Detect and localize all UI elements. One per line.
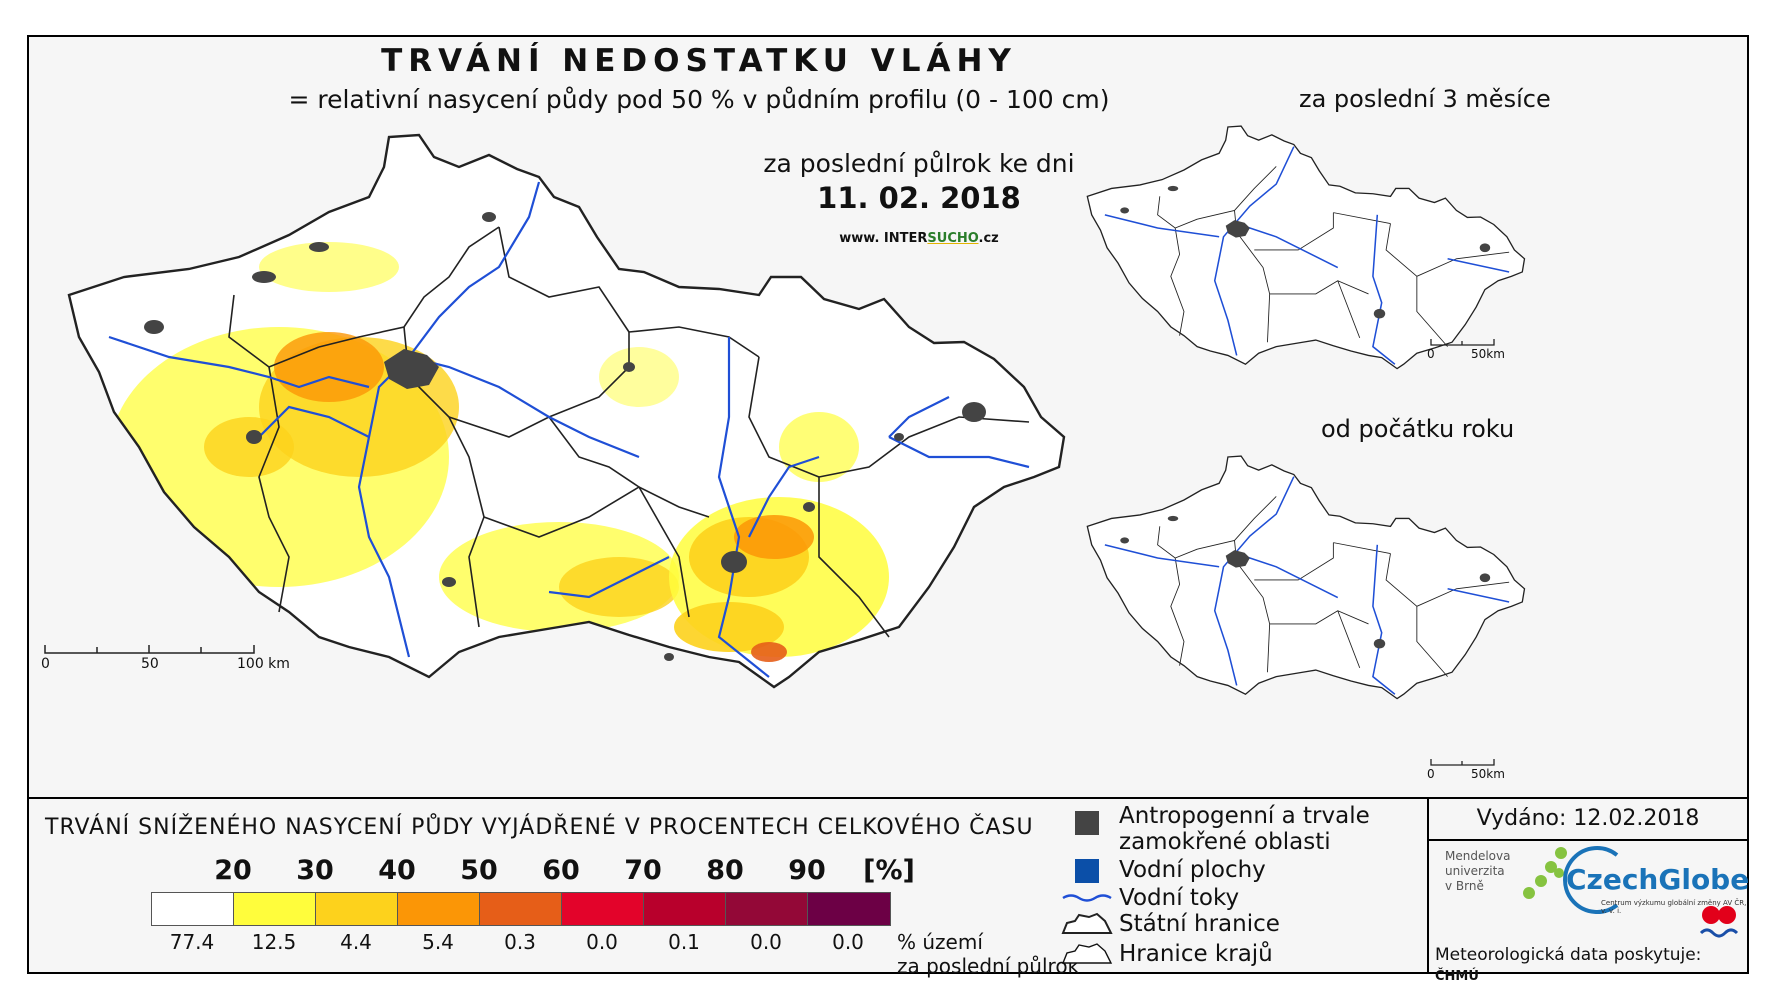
main-scale-0: 0 xyxy=(41,656,50,672)
inset-top-scale-0: 0 xyxy=(1427,347,1435,361)
inset-bottom-map xyxy=(1086,455,1526,700)
main-scale-100: 100 km xyxy=(237,656,290,672)
czechglobe-arc-icon xyxy=(1563,846,1619,914)
share-class-5: 0.3 xyxy=(504,930,536,954)
threshold-70: 70 xyxy=(624,855,662,886)
mendel-logo: Mendelova univerzita v Brně xyxy=(1445,847,1567,899)
inset-top-scale-bar xyxy=(1430,339,1495,346)
share-class-3: 4.4 xyxy=(340,930,372,954)
date-label: 11. 02. 2018 xyxy=(817,181,1021,215)
share-class-6: 0.0 xyxy=(586,930,618,954)
urban-areas xyxy=(144,212,986,661)
legend-water-bodies: Vodní plochy xyxy=(1075,857,1266,883)
share-class-7: 0.1 xyxy=(668,930,700,954)
threshold-30: 30 xyxy=(296,855,334,886)
main-map xyxy=(44,133,1066,689)
state-border xyxy=(67,133,1066,689)
legend-class-2 xyxy=(234,893,316,925)
czechglobe-subtitle: Centrum výzkumu globální změny AV ČR, v.… xyxy=(1601,899,1747,915)
region-border-icon xyxy=(1061,943,1113,964)
credit-line: Meteorologická data poskytuje: ČHMÚ xyxy=(1435,945,1702,984)
legend-class-3 xyxy=(316,893,398,925)
share-class-8: 0.0 xyxy=(750,930,782,954)
threshold-90: 90 xyxy=(788,855,826,886)
map-frame: TRVÁNÍ NEDOSTATKU VLÁHY = relativní nasy… xyxy=(27,35,1750,984)
main-scale-50: 50 xyxy=(141,656,159,672)
inset-bottom-scale-bar xyxy=(1430,759,1495,766)
legend-colorbar xyxy=(151,892,891,926)
rivers xyxy=(108,181,1030,678)
threshold-60: 60 xyxy=(542,855,580,886)
share-note: % území za poslední půlrok xyxy=(897,930,1080,978)
threshold-20: 20 xyxy=(214,855,252,886)
mendel-dots-icon xyxy=(1523,847,1567,899)
page-title: TRVÁNÍ NEDOSTATKU VLÁHY xyxy=(381,43,1017,79)
czechglobe-logo: CzechGlobe xyxy=(1566,863,1750,896)
legend-class-9 xyxy=(808,893,890,925)
inset-top-title: za poslední 3 měsíce xyxy=(1299,85,1551,113)
website-link[interactable]: www. INTERSUCHO.cz xyxy=(839,231,999,246)
water-swatch-icon xyxy=(1075,859,1099,883)
legend-class-6 xyxy=(562,893,644,925)
inset-top-map xyxy=(1086,125,1526,370)
legend-class-7 xyxy=(644,893,726,925)
threshold-40: 40 xyxy=(378,855,416,886)
legend-class-5 xyxy=(480,893,562,925)
river-line-icon xyxy=(1062,894,1112,902)
threshold-80: 80 xyxy=(706,855,744,886)
issued-date: Vydáno: 12.02.2018 xyxy=(1429,799,1747,841)
credits-divider xyxy=(1427,799,1429,974)
legend-region-border: Hranice krajů xyxy=(1061,941,1273,967)
threshold-50: 50 xyxy=(460,855,498,886)
drought-fill xyxy=(109,242,889,662)
share-class-4: 5.4 xyxy=(422,930,454,954)
legend-state-border: Státní hranice xyxy=(1061,911,1280,937)
threshold-unit: [%] xyxy=(863,855,915,886)
main-scale-bar xyxy=(44,645,255,654)
inset-bottom-scale-0: 0 xyxy=(1427,767,1435,781)
chmu-logo-icon xyxy=(1699,906,1739,938)
legend-class-1 xyxy=(152,893,234,925)
share-class-9: 0.0 xyxy=(832,930,864,954)
inset-bottom-scale-50: 50km xyxy=(1471,767,1505,781)
inset-top-scale-50: 50km xyxy=(1471,347,1505,361)
period-label: za poslední půlrok ke dni xyxy=(763,149,1075,178)
share-class-1: 77.4 xyxy=(169,930,215,954)
share-class-2: 12.5 xyxy=(251,930,297,954)
inset-bottom-title: od počátku roku xyxy=(1321,415,1515,443)
legend-anthropogenic: Antropogenní a trvale zamokřené oblasti xyxy=(1075,803,1370,855)
legend-class-4 xyxy=(398,893,480,925)
page-subtitle: = relativní nasycení půdy pod 50 % v půd… xyxy=(288,85,1110,114)
legend-class-8 xyxy=(726,893,808,925)
legend-rivers: Vodní toky xyxy=(1062,885,1239,911)
state-border-icon xyxy=(1061,912,1113,934)
legend-title: TRVÁNÍ SNÍŽENÉHO NASYCENÍ PŮDY VYJÁDŘENÉ… xyxy=(45,815,1034,840)
legend-divider xyxy=(29,797,1747,799)
urban-swatch-icon xyxy=(1075,811,1099,835)
map-area: TRVÁNÍ NEDOSTATKU VLÁHY = relativní nasy… xyxy=(29,37,1747,797)
